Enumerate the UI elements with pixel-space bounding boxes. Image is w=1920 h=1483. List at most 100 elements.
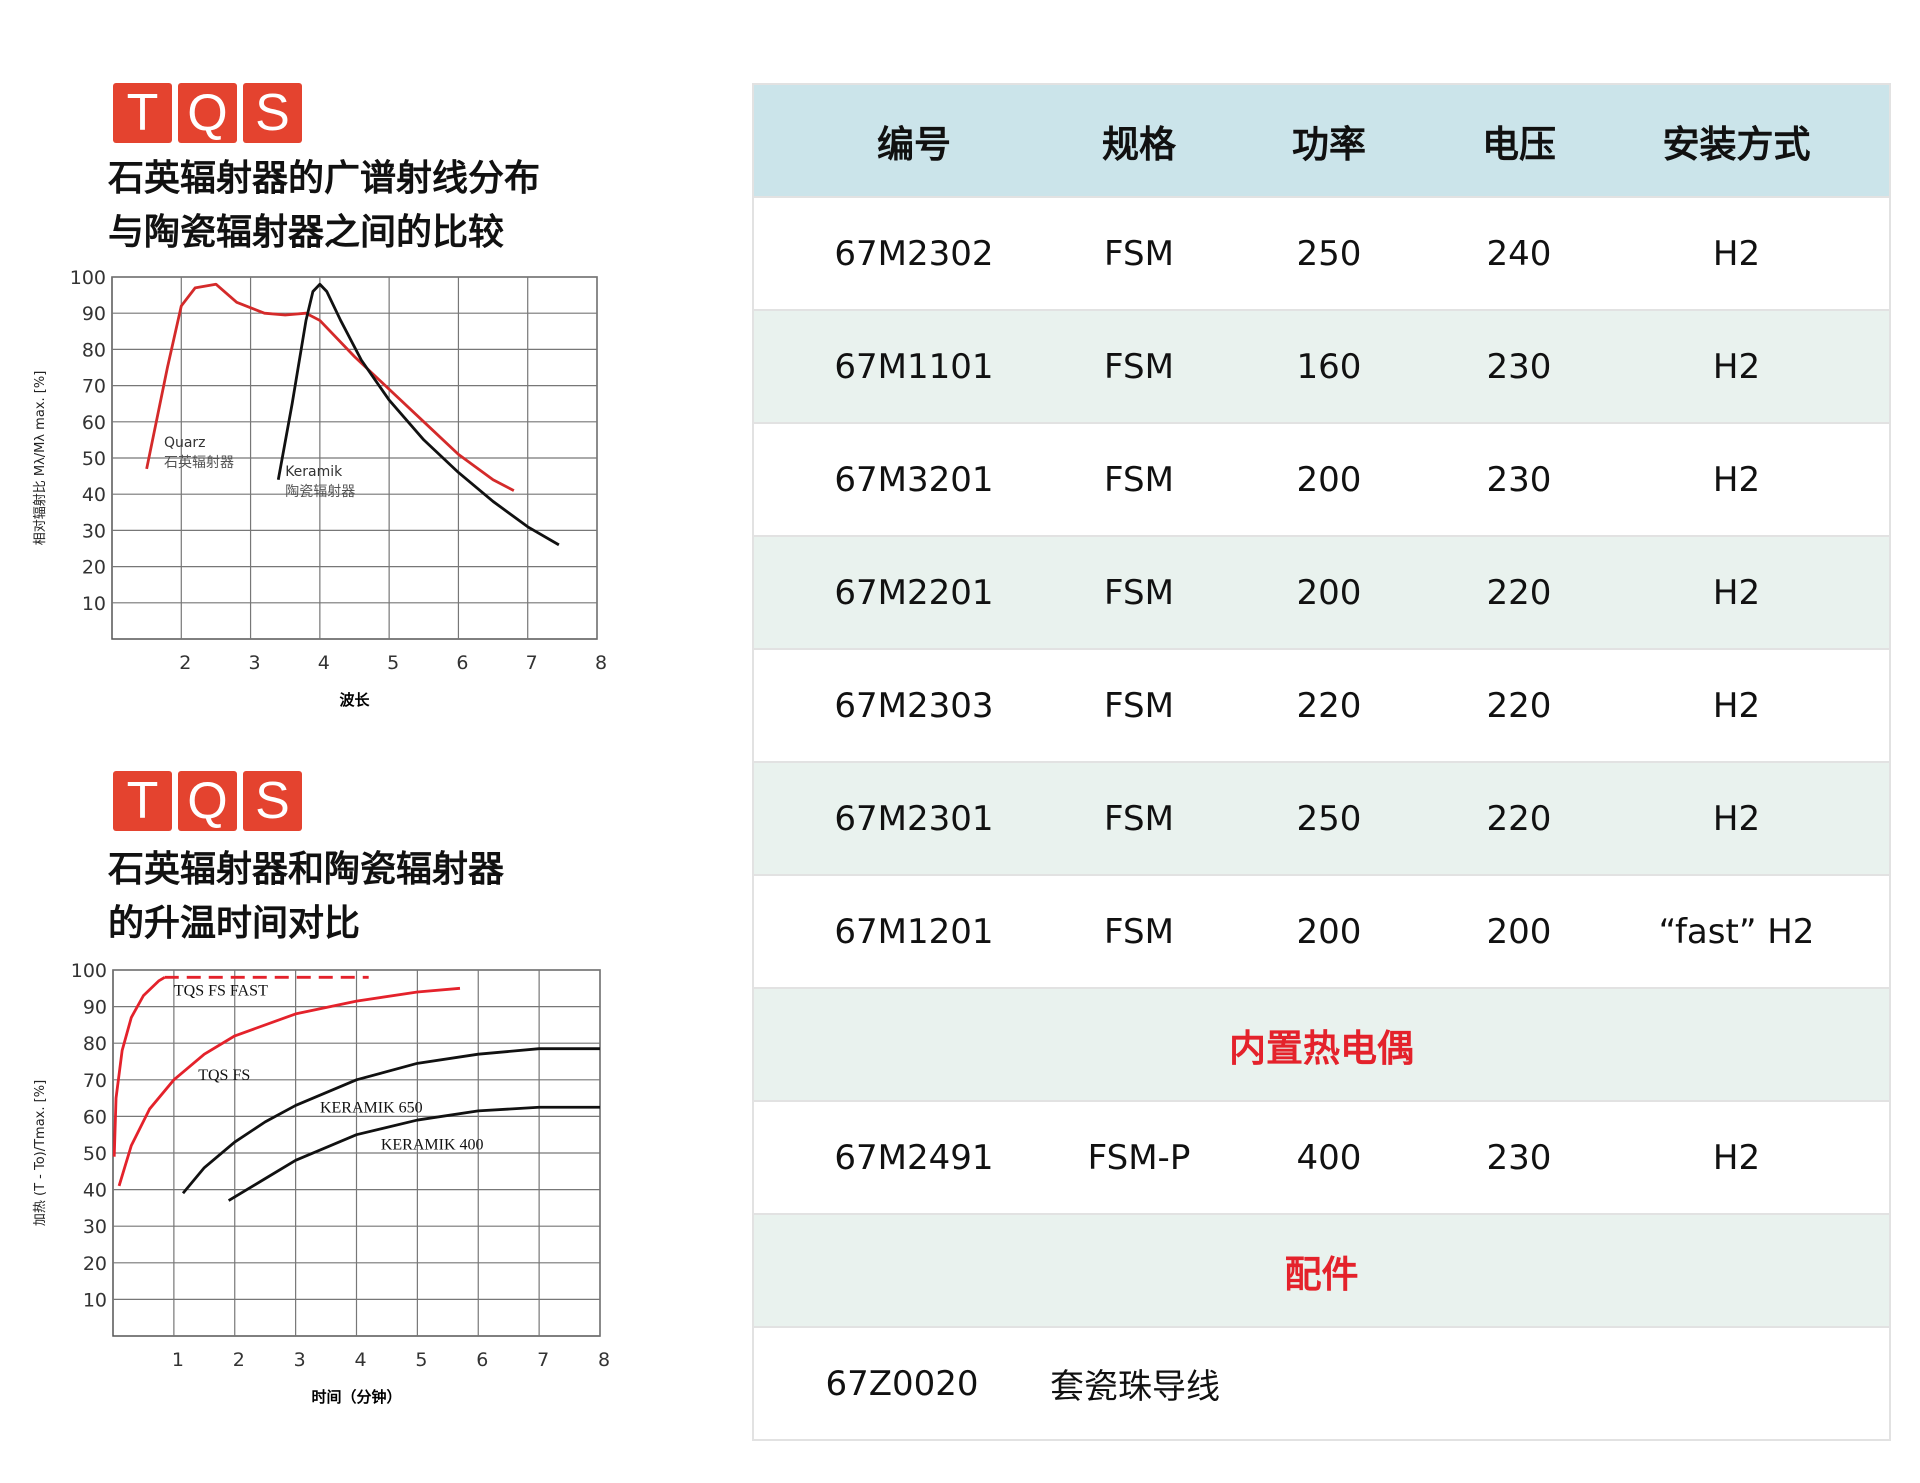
x-tick-label: 2 [233,1349,245,1371]
x-tick-label: 4 [354,1349,366,1371]
x-axis-label: 时间（分钟） [311,1388,401,1406]
logo-letter: S [243,83,302,143]
table-cell: 67M2301 [834,798,994,839]
x-tick-label: 7 [526,652,538,674]
y-tick-label: 50 [83,1143,107,1165]
table-cell: FSM [1104,685,1174,726]
y-tick-label: 80 [83,1033,107,1055]
table-cell: 220 [1486,685,1552,726]
logo-letter: T [113,83,172,143]
heating-time-chart: 10 20 30 40 50 60 70 80 90 100 1 2 3 4 5 6 7 8 时间（分钟） 加热 (T… [33,960,610,1406]
table-row: 67M2302 FSM 250 240 H2 [754,196,1889,309]
y-axis-label: 加热 (T - To)/Tmax. [%] [33,1080,48,1226]
table-cell: 67M1101 [834,346,994,387]
y-tick-label: 60 [82,412,106,434]
table-cell: 200 [1296,911,1362,952]
table-row: 67M1201 FSM 200 200 “fast” H2 [754,874,1889,987]
table-cell: 67Z0020 [825,1363,979,1404]
table-cell: 220 [1486,798,1552,839]
table-cell: H2 [1712,572,1761,613]
table-row: 67Z0020 套瓷珠导线 [754,1326,1889,1439]
table-cell: 220 [1486,572,1552,613]
table-cell: FSM [1104,572,1174,613]
table-cell: 200 [1486,911,1552,952]
y-tick-label: 90 [82,303,106,325]
y-tick-label: 30 [83,1216,107,1238]
y-tick-label: 80 [82,339,106,361]
table-row: 67M3201 FSM 200 230 H2 [754,422,1889,535]
table-row: 67M2201 FSM 200 220 H2 [754,535,1889,648]
table-cell: 240 [1486,233,1552,274]
y-tick-label: 90 [83,997,107,1019]
series-line [145,282,515,492]
table-cell: 67M1201 [834,911,994,952]
x-tick-label: 4 [318,652,330,674]
x-tick-label: 8 [595,652,607,674]
series-line [276,282,560,547]
x-tick-label: 3 [249,652,261,674]
table-row: 67M1101 FSM 160 230 H2 [754,309,1889,422]
radiation-spectrum-chart: 10 20 30 40 50 60 70 80 90 100 2 3 4 5 6 7 8 波长 相对辐射比 Mλ/M… [32,267,607,709]
table-cell: 250 [1296,798,1362,839]
y-tick-label: 30 [82,520,106,542]
table-cell: FSM [1104,346,1174,387]
table-cell: 电压 [1482,122,1556,166]
series-line [112,976,166,1157]
table-cell: 67M2302 [834,233,994,274]
table-row: 67M2301 FSM 250 220 H2 [754,761,1889,874]
x-tick-label: 7 [537,1349,549,1371]
series-label: KERAMIK 400 [381,1136,484,1153]
x-tick-label: 2 [179,652,191,674]
y-tick-label: 70 [83,1070,107,1092]
product-table: 编号 规格 功率 电压 安装方式 67M2302 FSM 250 240 H2 67M1101 FSM… [752,83,1891,1441]
table-cell: 安装方式 [1662,122,1811,166]
table-section-header: 配件 [754,1213,1889,1326]
x-tick-label: 8 [598,1349,610,1371]
table-cell: H2 [1712,798,1761,839]
y-tick-label: 40 [82,484,106,506]
table-cell: 规格 [1102,122,1176,166]
section1-title: 石英辐射器的广谱射线分布 与陶瓷辐射器之间的比较 [108,152,540,260]
x-axis-label: 波长 [339,691,370,709]
table-cell: 67M2201 [834,572,994,613]
table-cell: 200 [1296,572,1362,613]
y-tick-label: 100 [70,267,106,289]
title-line: 的升温时间对比 [108,903,361,944]
x-tick-label: 6 [456,652,468,674]
y-tick-label: 70 [82,376,106,398]
series-label: KERAMIK 650 [320,1100,423,1117]
section2-title: 石英辐射器和陶瓷辐射器 的升温时间对比 [108,843,504,951]
table-section-header: 内置热电偶 [754,987,1889,1100]
y-tick-label: 10 [83,1289,107,1311]
y-tick-label: 60 [83,1106,107,1128]
series-line [117,986,461,1187]
y-tick-label: 100 [71,960,107,982]
series-label: TQS FS [198,1067,250,1084]
title-line: 石英辐射器的广谱射线分布 [108,158,541,199]
table-cell: 250 [1296,233,1362,274]
x-tick-label: 5 [415,1349,427,1371]
table-cell: 220 [1296,685,1362,726]
y-tick-label: 20 [82,557,106,579]
y-tick-label: 10 [82,593,106,615]
x-tick-label: 6 [476,1349,488,1371]
y-tick-label: 50 [82,448,106,470]
series-line [181,1047,600,1195]
table-cell: 套瓷珠导线 [1050,1367,1220,1407]
table-cell: FSM [1104,459,1174,500]
table-cell: 67M3201 [834,459,994,500]
table-cell: 200 [1296,459,1362,500]
table-cell: 400 [1296,1137,1362,1178]
logo-letter: T [113,771,172,831]
table-cell: 功率 [1292,122,1366,166]
series-label: 石英辐射器 [164,454,234,471]
series-label: TQS FS FAST [174,983,268,1000]
x-tick-label: 1 [172,1349,184,1371]
table-cell: 160 [1296,346,1362,387]
x-tick-label: 5 [387,652,399,674]
title-line: 与陶瓷辐射器之间的比较 [108,212,505,253]
table-cell: H2 [1712,1137,1761,1178]
table-cell: 67M2491 [834,1137,994,1178]
